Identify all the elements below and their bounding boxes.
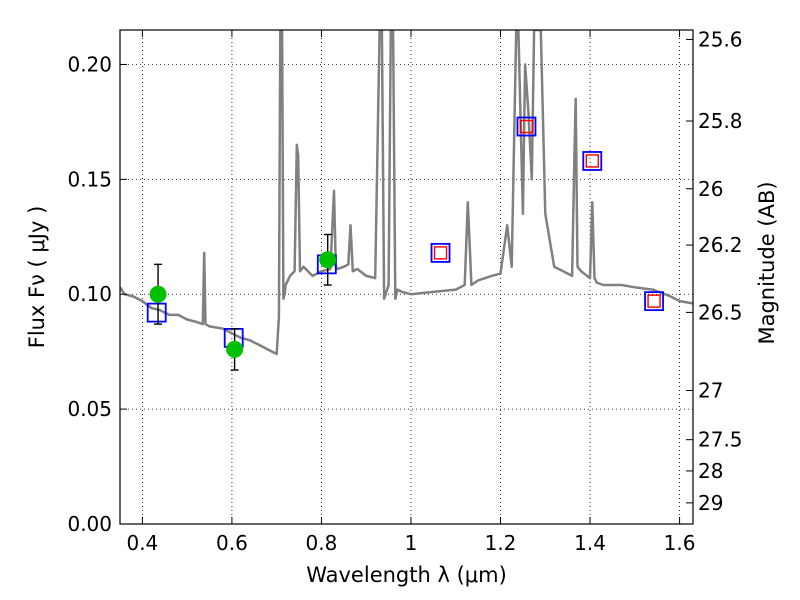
- marker-layer: [146, 116, 664, 371]
- observed-point: [149, 285, 167, 303]
- right-tick-label: 26.5: [698, 300, 743, 324]
- plot-frame: [119, 29, 694, 525]
- x-tick-label: 1.4: [574, 531, 606, 555]
- right-tick-label: 27.5: [698, 428, 743, 452]
- observed-point: [226, 340, 244, 358]
- right-tick-label: 26: [698, 177, 723, 201]
- model-square-marker: [430, 242, 451, 263]
- right-tick-label: 25.6: [698, 27, 743, 51]
- right-axis-title: Magnitude (AB): [755, 181, 779, 344]
- x-tick-label: 0.8: [306, 531, 338, 555]
- spectrum-line: [120, 30, 693, 356]
- model-square-inner-marker: [585, 154, 599, 168]
- model-square-inner-marker: [433, 246, 448, 260]
- x-tick-label: 0.4: [126, 531, 158, 555]
- y-tick-label: 0.15: [67, 167, 112, 191]
- x-axis-title: Wavelength λ (μm): [306, 563, 507, 587]
- observed-point: [319, 251, 337, 269]
- y-tick-label: 0.10: [67, 282, 112, 306]
- right-tick-label: 25.8: [698, 109, 743, 133]
- right-tick-label: 28: [698, 459, 723, 483]
- model-square-marker: [516, 116, 537, 137]
- y-tick-label: 0.20: [67, 52, 112, 76]
- x-tick-label: 1: [405, 531, 418, 555]
- x-tick-label: 1.6: [664, 531, 696, 555]
- model-square-marker: [146, 302, 167, 323]
- right-tick-label: 27: [698, 379, 723, 403]
- model-square-inner-marker: [647, 294, 661, 308]
- x-axis: 0.4 0.6 0.8 1 1.2 1.4 1.6: [126, 30, 695, 555]
- right-tick-label: 26.2: [698, 233, 743, 257]
- y-tick-label: 0.00: [67, 512, 112, 536]
- x-tick-label: 0.6: [216, 531, 248, 555]
- right-tick-label: 29: [698, 491, 723, 515]
- model-square-marker: [582, 151, 603, 171]
- y-axis-right: 25.6 25.8 26 26.2 26.5 27 27.5 28 29: [686, 27, 743, 515]
- grid-lines: [120, 30, 693, 524]
- spectrum-layer: [120, 30, 693, 356]
- y-tick-label: 0.05: [67, 397, 112, 421]
- y-axis-title: Flux Fν ( μJy ): [25, 206, 49, 349]
- model-square-inner-marker: [519, 119, 534, 134]
- y-axis-left: 0.00 0.05 0.10 0.15 0.20: [67, 52, 127, 536]
- x-tick-label: 1.2: [485, 531, 517, 555]
- model-square-marker: [644, 291, 664, 312]
